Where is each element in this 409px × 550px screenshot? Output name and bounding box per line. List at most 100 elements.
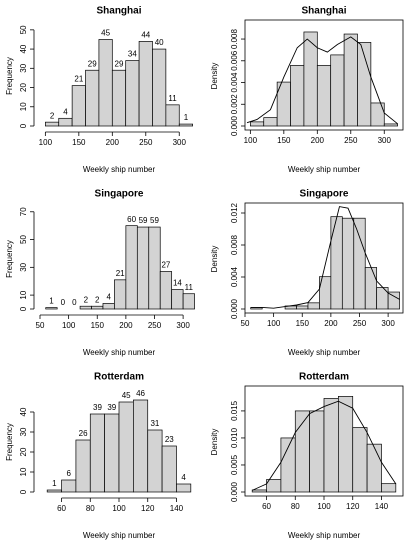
histogram-bar <box>341 217 355 310</box>
histogram-bar <box>296 305 309 310</box>
data-label: 31 <box>150 419 159 428</box>
x-tick-label: 250 <box>148 321 162 330</box>
histogram-bar <box>125 60 140 127</box>
x-tick-label: 60 <box>57 504 66 513</box>
x-tick-label: 80 <box>291 502 300 511</box>
x-tick-label: 300 <box>176 321 190 330</box>
histogram-bar <box>250 121 265 127</box>
data-label: 2 <box>84 295 89 304</box>
histogram-bar <box>381 483 397 493</box>
histogram-bar <box>46 489 62 493</box>
y-tick-label: 0.005 <box>230 454 239 475</box>
histogram-bar <box>79 305 92 310</box>
data-label: 29 <box>88 59 97 68</box>
y-axis-label: Density <box>210 63 219 90</box>
panel: Singapore Weekly ship number Density 50 100 1… <box>210 189 404 357</box>
x-axis-label: Weekly ship number <box>288 531 361 540</box>
data-label: 21 <box>116 269 125 278</box>
y-tick-label: 0.008 <box>230 234 239 255</box>
histogram-bar <box>353 217 366 310</box>
histogram-bar <box>176 483 192 493</box>
x-tick-label: 100 <box>244 136 258 145</box>
data-label: 2 <box>95 295 100 304</box>
histogram-bar <box>182 293 195 310</box>
x-tick-label: 50 <box>36 321 45 330</box>
histogram-bar <box>364 267 378 310</box>
data-label: 59 <box>150 216 159 225</box>
data-label: 0 <box>72 298 77 307</box>
y-tick-label: 0.015 <box>230 400 239 421</box>
histogram-bar <box>138 41 153 127</box>
data-label: 26 <box>79 429 88 438</box>
histogram-bar <box>133 399 149 493</box>
data-label: 39 <box>107 403 116 412</box>
histogram-bar <box>343 33 358 127</box>
y-tick-label: 0 <box>19 306 28 311</box>
y-tick-label: 0.006 <box>230 50 239 71</box>
histogram-bar <box>111 69 127 127</box>
x-tick-label: 150 <box>296 319 310 328</box>
histogram-bar <box>104 413 120 493</box>
histogram-bar <box>125 225 138 310</box>
y-tick-label: 0.000 <box>230 298 239 319</box>
data-label: 45 <box>101 29 110 38</box>
histogram-bar <box>165 104 180 127</box>
x-tick-label: 300 <box>378 136 392 145</box>
y-tick-label: 10 <box>19 467 28 476</box>
data-label: 40 <box>155 38 164 47</box>
data-label: 46 <box>136 389 145 398</box>
x-tick-label: 120 <box>141 504 155 513</box>
histogram-bar <box>280 437 296 493</box>
data-label: 1 <box>49 297 54 306</box>
y-tick-label: 0 <box>19 123 28 128</box>
y-tick-label: 30 <box>19 427 28 436</box>
data-label: 11 <box>168 94 177 103</box>
data-label: 11 <box>185 283 194 292</box>
histogram-bar <box>71 85 86 127</box>
panel-title: Rotterdam <box>94 372 144 383</box>
histogram-bar <box>316 64 332 127</box>
x-tick-label: 140 <box>375 502 389 511</box>
histogram-bar <box>102 303 115 310</box>
data-label: 4 <box>106 293 111 302</box>
histogram-bar <box>330 54 345 127</box>
histogram-bar <box>178 123 193 127</box>
y-tick-label: 0.002 <box>230 94 239 115</box>
histogram-bar <box>148 226 161 310</box>
y-tick-label: 30 <box>19 262 28 271</box>
histogram-bar <box>98 39 113 127</box>
y-axis-label: Density <box>210 246 219 273</box>
histogram-bar <box>91 305 104 310</box>
density-curve <box>250 206 400 309</box>
histogram-bar <box>89 413 105 493</box>
x-axis-label: Weekly ship number <box>83 165 156 174</box>
density-curve <box>246 36 398 125</box>
data-label: 34 <box>128 50 137 59</box>
data-label: 45 <box>122 391 131 400</box>
y-tick-label: 0.000 <box>230 481 239 502</box>
y-tick-label: 10 <box>19 290 28 299</box>
x-tick-label: 200 <box>324 319 338 328</box>
histogram-bar <box>75 439 91 493</box>
histogram-bar <box>263 117 278 127</box>
panel-title: Singapore <box>300 189 349 200</box>
histogram-bar <box>114 279 127 310</box>
y-tick-label: 0 <box>19 489 28 494</box>
data-label: 29 <box>115 59 124 68</box>
histogram-bar <box>61 479 77 493</box>
y-tick-label: 10 <box>19 102 28 111</box>
panel-title: Rotterdam <box>299 372 349 383</box>
x-axis-label: Weekly ship number <box>83 348 156 357</box>
x-tick-label: 200 <box>311 136 325 145</box>
x-tick-label: 100 <box>39 138 53 147</box>
y-tick-label: 50 <box>19 235 28 244</box>
y-tick-label: 0.010 <box>230 427 239 448</box>
histogram-bar <box>251 489 267 493</box>
y-tick-label: 0.012 <box>230 202 239 223</box>
x-axis-label: Weekly ship number <box>83 531 156 540</box>
panel-title: Shanghai <box>301 6 346 17</box>
x-tick-label: 60 <box>262 502 271 511</box>
x-tick-label: 80 <box>86 504 95 513</box>
y-tick-label: 30 <box>19 63 28 72</box>
